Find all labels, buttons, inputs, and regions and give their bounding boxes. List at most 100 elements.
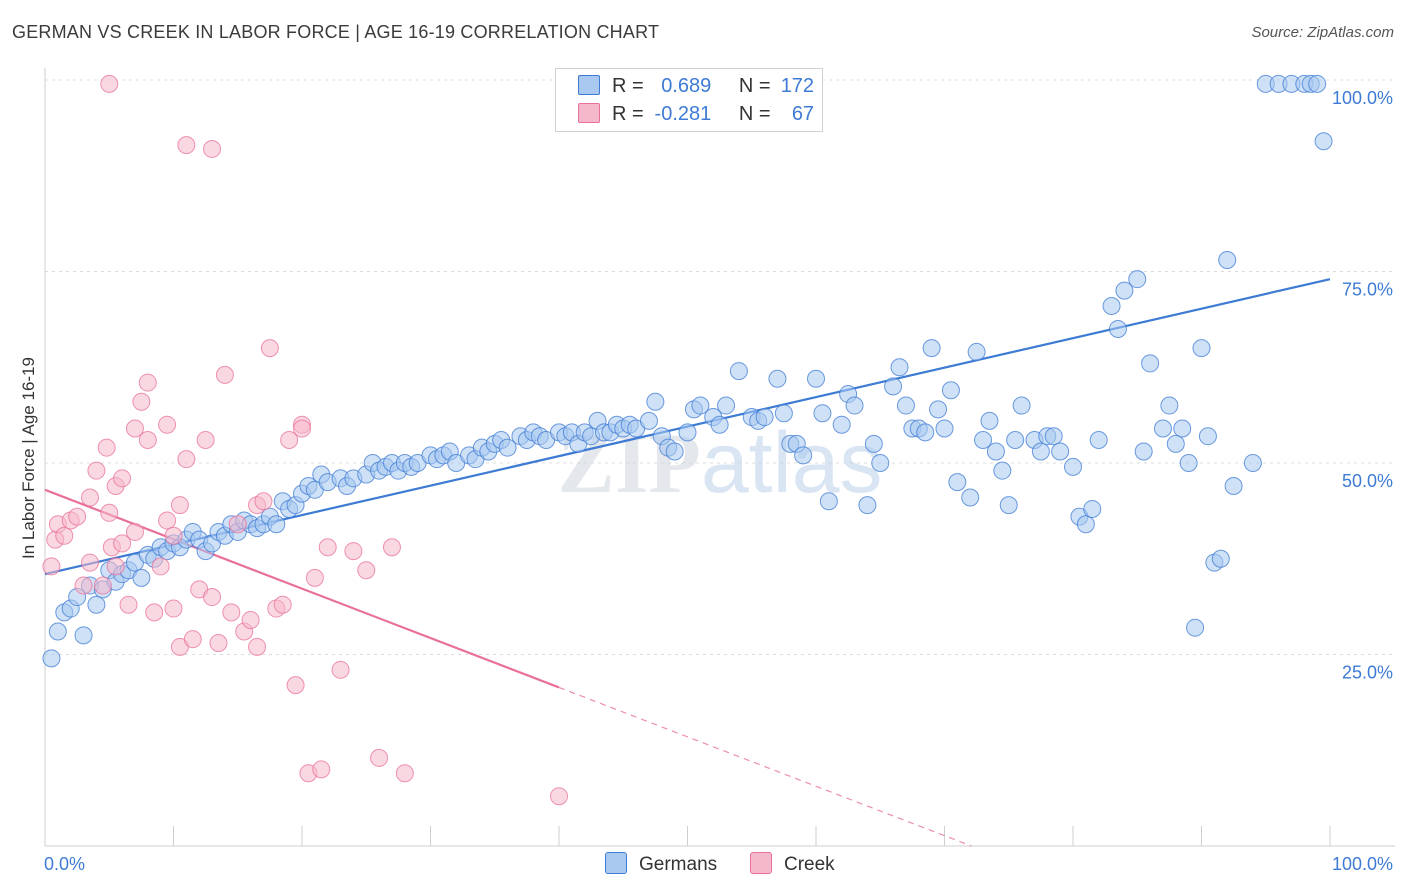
germans-point xyxy=(1044,427,1063,446)
germans-point xyxy=(832,415,851,434)
x-tick-label-max: 100.0% xyxy=(1332,854,1393,874)
creek-point xyxy=(177,450,196,469)
germans-point xyxy=(42,649,61,668)
r-label: R = xyxy=(612,75,644,97)
creek-point xyxy=(97,438,116,457)
germans-point xyxy=(717,396,736,415)
n-value-germans: 172 xyxy=(780,75,815,97)
creek-point xyxy=(138,373,157,392)
creek-point xyxy=(93,576,112,595)
germans-point xyxy=(1083,499,1102,518)
germans-point xyxy=(1218,251,1237,270)
germans-point xyxy=(1102,296,1121,315)
creek-point xyxy=(125,522,144,541)
creek-point xyxy=(293,419,311,438)
germans-point xyxy=(1076,515,1095,534)
legend-label-germans: Germans xyxy=(639,854,718,875)
y-tick-label: 75.0% xyxy=(1342,280,1393,300)
germans-point xyxy=(922,339,941,358)
germans-point xyxy=(864,434,883,453)
germans-point xyxy=(961,488,980,507)
creek-point xyxy=(80,488,99,507)
creek-point xyxy=(550,787,568,806)
germans-point xyxy=(48,622,67,641)
germans-point xyxy=(1198,427,1217,446)
germans-point xyxy=(768,369,787,388)
creek-point xyxy=(87,461,106,480)
creek-trend-line xyxy=(44,488,560,689)
germans-point xyxy=(755,408,774,427)
creek-point xyxy=(145,603,164,622)
germans-point xyxy=(1243,454,1262,472)
creek-point xyxy=(254,492,273,511)
germans-point xyxy=(1134,442,1153,461)
creek-point xyxy=(370,748,389,767)
legend-item-creek[interactable]: Creek xyxy=(750,852,835,876)
n-value-creek: 67 xyxy=(791,103,815,125)
creek-point xyxy=(228,515,247,534)
creek-point xyxy=(286,676,305,695)
germans-point xyxy=(74,626,93,645)
germans-point xyxy=(929,400,948,419)
creek-point xyxy=(164,526,183,545)
creek-point xyxy=(158,415,177,434)
germans-point xyxy=(884,377,903,396)
creek-point xyxy=(138,431,157,450)
germans-point xyxy=(896,396,915,415)
creek-point xyxy=(196,431,215,450)
germans-point xyxy=(1308,74,1327,93)
creek-point xyxy=(113,469,132,488)
creek-point xyxy=(183,630,202,649)
r-label: R = xyxy=(612,103,644,125)
legend-row-germans: R = 0.689 N = 172 xyxy=(578,75,814,98)
creek-point xyxy=(357,561,376,580)
germans-point xyxy=(1064,457,1082,476)
creek-point xyxy=(203,588,222,607)
creek-point xyxy=(273,595,292,614)
n-label: N = xyxy=(738,103,771,125)
creek-point xyxy=(312,760,331,779)
creek-legend-icon xyxy=(750,852,772,874)
creek-swatch-icon xyxy=(578,103,600,123)
creek-point xyxy=(151,557,170,576)
germans-point xyxy=(819,492,838,511)
germans-point xyxy=(774,404,793,423)
germans-point xyxy=(691,396,710,415)
creek-point xyxy=(170,496,189,515)
creek-point xyxy=(215,365,234,384)
germans-point xyxy=(916,423,935,442)
germans-point xyxy=(1128,270,1147,289)
creek-point xyxy=(331,660,350,679)
creek-point xyxy=(74,576,93,595)
legend-row-creek: R = -0.281 N = 67 xyxy=(578,103,814,126)
creek-point xyxy=(222,603,241,622)
germans-point xyxy=(267,515,286,534)
germans-legend-icon xyxy=(605,852,627,874)
creek-point xyxy=(241,611,260,630)
legend-item-germans[interactable]: Germans xyxy=(605,852,717,876)
creek-point xyxy=(125,419,144,438)
germans-point xyxy=(1179,454,1198,472)
germans-point xyxy=(813,404,832,423)
germans-point xyxy=(678,423,697,442)
n-label: N = xyxy=(738,75,771,97)
creek-point xyxy=(132,392,151,411)
r-value-creek: -0.281 xyxy=(654,103,712,125)
germans-point xyxy=(967,342,986,361)
germans-point xyxy=(935,419,954,438)
creek-point xyxy=(68,507,87,526)
creek-point xyxy=(100,503,119,522)
germans-point xyxy=(1211,549,1230,568)
germans-point xyxy=(980,411,999,430)
creek-point xyxy=(203,139,222,158)
y-tick-label: 25.0% xyxy=(1342,663,1393,683)
creek-point xyxy=(305,568,324,587)
germans-point xyxy=(710,415,729,434)
germans-point xyxy=(1314,132,1333,151)
y-axis-label: In Labor Force | Age 16-19 xyxy=(19,357,38,559)
germans-point xyxy=(890,358,909,377)
creek-point xyxy=(119,595,138,614)
correlation-legend: R = 0.689 N = 172 R = -0.281 N = 67 xyxy=(555,68,823,132)
germans-point xyxy=(986,442,1005,461)
creek-point xyxy=(158,511,177,530)
